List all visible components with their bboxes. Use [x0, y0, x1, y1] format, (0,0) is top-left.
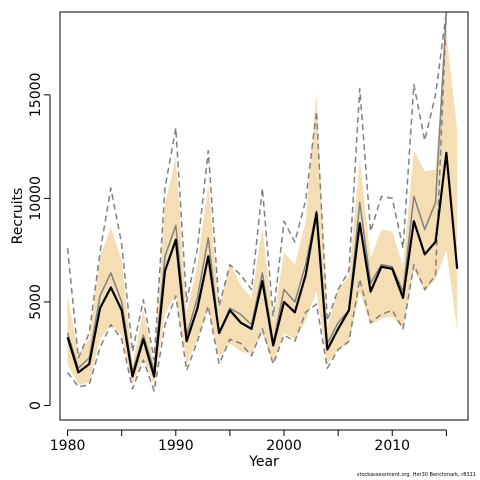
x-tick-label: 1990 [158, 438, 194, 454]
plot-frame [59, 11, 469, 421]
y-tick-label: 15000 [28, 73, 44, 118]
series-lines [66, 12, 459, 392]
y-tick-label: 5000 [28, 284, 44, 320]
dashed-upper-series [66, 12, 448, 361]
y-tick-label: 0 [28, 401, 44, 410]
main-line-series [66, 151, 459, 378]
y-axis: 0 5000 10000 15000 [28, 73, 51, 410]
x-tick-label: 1980 [50, 438, 86, 454]
y-tick-label: 10000 [28, 176, 44, 221]
x-axis: 1980 1990 2000 2010 [50, 429, 447, 454]
x-tick-label: 2000 [266, 438, 302, 454]
dashed-lower-series [66, 12, 448, 392]
confidence-band [67, 32, 458, 385]
y-axis-title: Recruits [10, 188, 26, 245]
band-area [67, 32, 458, 385]
credit-text: stockassessment.org, Her30 Benchmark, r8… [356, 472, 476, 478]
x-axis-title: Year [248, 454, 279, 470]
x-tick-label: 2010 [374, 438, 410, 454]
